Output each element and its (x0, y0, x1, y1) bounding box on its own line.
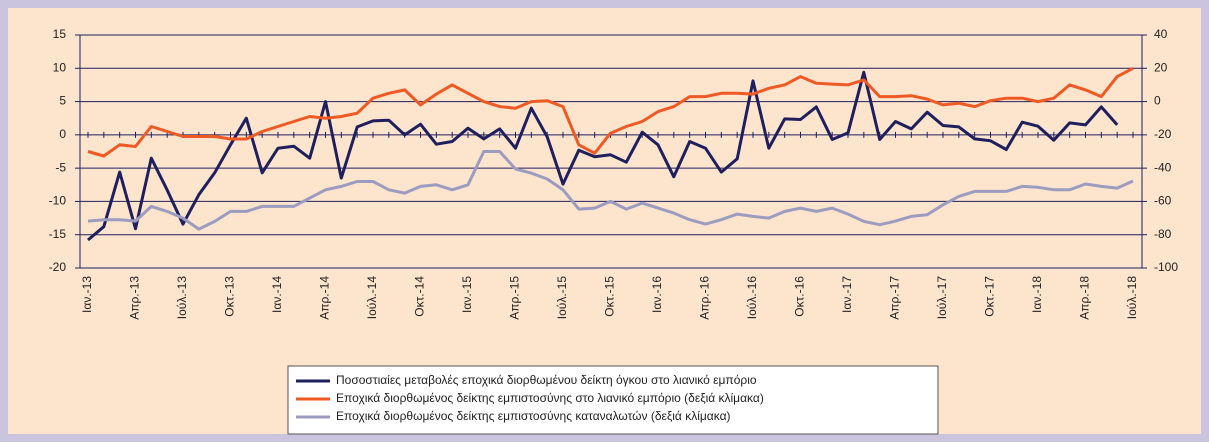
x-tick-label: Οκτ.-16 (793, 276, 807, 317)
x-tick-label: Ιαν.-15 (460, 276, 474, 313)
x-tick-label: Ιούλ.-14 (365, 276, 379, 320)
x-tick-label: Ιαν.-13 (80, 276, 94, 313)
legend-label: Εποχικά διορθωμένος δείκτης εμπιστοσύνης… (336, 391, 764, 405)
panel (8, 8, 1201, 434)
x-tick-label: Ιούλ.-15 (555, 276, 569, 320)
x-tick-label: Ιούλ.-17 (935, 276, 949, 320)
y2-tick-label: 20 (1154, 60, 1168, 74)
x-tick-label: Ιαν.-18 (1030, 276, 1044, 313)
x-tick-label: Ιαν.-16 (650, 276, 664, 313)
legend-label: Εποχικά διορθωμένος δείκτης εμπιστοσύνης… (336, 409, 731, 423)
x-tick-label: Απρ.-14 (318, 276, 332, 320)
x-tick-label: Οκτ.-15 (603, 276, 617, 317)
legend (287, 365, 939, 435)
y-tick-label: -15 (49, 227, 67, 241)
series-line (87, 70, 1119, 242)
x-tick-label: Απρ.-15 (508, 276, 522, 320)
y2-tick-label: -100 (1154, 260, 1178, 274)
y-tick-label: -5 (55, 160, 66, 174)
x-tick-label: Οκτ.-14 (413, 276, 427, 317)
y2-tick-label: -20 (1154, 127, 1172, 141)
y2-tick-label: -40 (1154, 160, 1172, 174)
y-tick-label: -20 (49, 260, 67, 274)
x-tick-label: Ιούλ.-18 (1125, 276, 1139, 320)
x-tick-label: Ιούλ.-13 (175, 276, 189, 320)
y2-tick-label: 40 (1154, 27, 1168, 41)
y-tick-label: 15 (53, 27, 67, 41)
y-tick-label: -10 (49, 194, 67, 208)
x-tick-label: Απρ.-18 (1078, 276, 1092, 320)
series-line (87, 150, 1134, 231)
y2-tick-label: -80 (1154, 227, 1172, 241)
x-tick-label: Απρ.-16 (698, 276, 712, 320)
legend-label: Ποσοστιαίες μεταβολές εποχικά διορθωμένο… (336, 373, 757, 387)
y2-tick-label: -60 (1154, 194, 1172, 208)
y2-tick-label: 0 (1154, 94, 1161, 108)
y-tick-label: 5 (59, 94, 66, 108)
y-tick-label: 0 (59, 127, 66, 141)
y-tick-label: 10 (53, 60, 67, 74)
x-tick-label: Οκτ.-17 (983, 276, 997, 317)
x-tick-label: Ιαν.-17 (840, 276, 854, 313)
x-tick-label: Ιαν.-14 (270, 276, 284, 313)
x-tick-label: Ιούλ.-16 (745, 276, 759, 320)
x-tick-label: Απρ.-13 (128, 276, 142, 320)
x-tick-label: Οκτ.-13 (223, 276, 237, 317)
x-tick-label: Απρ.-17 (888, 276, 902, 320)
series-line (87, 66, 1134, 158)
